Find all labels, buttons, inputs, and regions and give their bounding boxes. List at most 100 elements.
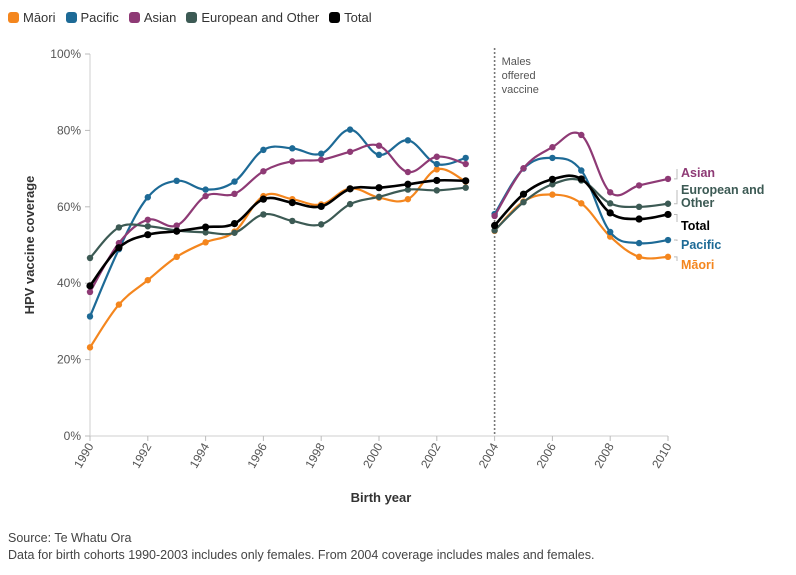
x-tick-label: 2006 xyxy=(534,440,560,470)
data-point-pacific xyxy=(144,194,151,201)
data-point-total xyxy=(548,175,557,183)
data-point-pacific xyxy=(318,150,325,157)
annotation-text: offered xyxy=(502,70,536,82)
data-point-total xyxy=(173,227,181,235)
data-point-pacific xyxy=(289,145,296,152)
data-point-asian xyxy=(260,168,267,175)
y-tick-label: 60% xyxy=(57,200,81,214)
annotation-text: Males xyxy=(502,56,532,68)
footnote-text: Data for birth cohorts 1990-2003 include… xyxy=(8,548,595,562)
data-point-asian xyxy=(318,156,325,164)
data-point-total xyxy=(288,198,296,207)
legend: Māori Pacific Asian European and Other Total xyxy=(8,10,372,25)
data-point-european-and-other xyxy=(433,187,440,194)
data-point-total xyxy=(635,215,643,223)
data-point-european-and-other xyxy=(404,186,412,193)
data-point-pacific xyxy=(462,154,469,162)
data-point-european-and-other xyxy=(549,181,556,188)
data-point-total xyxy=(86,282,94,290)
y-axis-title: HPV vaccine coverage xyxy=(22,176,37,315)
data-point-pacific xyxy=(549,154,556,162)
series-end-label-pacific: Pacific xyxy=(681,238,721,252)
label-leader-total xyxy=(674,213,678,222)
x-tick-label: 2000 xyxy=(360,440,386,470)
x-tick-label: 1998 xyxy=(302,440,328,470)
data-point-asian xyxy=(289,158,296,165)
data-point-european-and-other xyxy=(520,199,527,206)
data-point-asian xyxy=(635,182,643,189)
series-end-label-european-and-other: Other xyxy=(681,196,714,210)
label-leader-asian xyxy=(674,169,678,180)
data-point-european-and-other xyxy=(115,224,123,231)
label-leader-european-and-other xyxy=(674,190,678,205)
data-point-asian xyxy=(664,175,672,183)
x-tick-label: 2008 xyxy=(591,440,617,470)
data-point-total xyxy=(375,184,383,192)
legend-swatch xyxy=(186,12,198,23)
data-point-asian xyxy=(375,142,383,149)
data-point-maori xyxy=(549,191,556,198)
data-point-pacific xyxy=(404,137,412,144)
x-tick-label: 2010 xyxy=(649,440,675,470)
data-point-pacific xyxy=(173,177,180,185)
legend-label: Pacific xyxy=(80,10,119,25)
data-point-pacific xyxy=(231,178,238,185)
data-point-european-and-other xyxy=(86,254,94,262)
data-point-maori xyxy=(404,195,412,203)
series-end-label-european-and-other: European and xyxy=(681,183,764,197)
data-point-asian xyxy=(462,160,469,168)
data-point-maori xyxy=(173,253,180,261)
legend-item-total: Total xyxy=(329,10,372,25)
source-notes: Source: Te Whatu Ora Data for birth coho… xyxy=(8,530,594,564)
data-point-european-and-other xyxy=(635,203,643,210)
legend-item-maori: Māori xyxy=(8,10,56,25)
data-point-maori xyxy=(664,253,672,261)
y-tick-label: 80% xyxy=(57,123,81,137)
legend-label: Māori xyxy=(23,10,56,25)
legend-item-pacific: Pacific xyxy=(65,10,119,25)
data-point-european-and-other xyxy=(664,200,672,207)
data-point-maori xyxy=(202,239,209,246)
data-point-total xyxy=(144,231,152,239)
data-point-total xyxy=(317,202,325,211)
x-axis-title: Birth year xyxy=(351,490,412,505)
data-point-total xyxy=(577,175,585,183)
legend-label: Total xyxy=(344,10,372,25)
label-leader-maori xyxy=(674,256,678,261)
data-point-asian xyxy=(404,168,412,176)
data-point-european-and-other xyxy=(491,227,498,234)
data-point-asian xyxy=(578,131,585,139)
data-point-pacific xyxy=(635,239,643,247)
data-point-pacific xyxy=(202,186,209,193)
data-point-asian xyxy=(433,153,440,160)
data-point-asian xyxy=(549,144,556,151)
legend-swatch xyxy=(329,12,341,23)
data-point-european-and-other xyxy=(289,217,296,225)
data-point-european-and-other xyxy=(260,211,267,218)
data-point-pacific xyxy=(260,146,267,154)
data-point-european-and-other xyxy=(375,193,383,201)
series-end-label-total: Total xyxy=(681,219,710,233)
data-point-maori xyxy=(144,276,151,284)
data-point-asian xyxy=(346,148,354,155)
data-point-maori xyxy=(578,200,585,207)
data-point-maori xyxy=(433,166,440,173)
x-tick-label: 2002 xyxy=(418,440,444,470)
data-point-total xyxy=(433,176,441,185)
data-point-pacific xyxy=(86,313,94,320)
legend-swatch xyxy=(8,12,19,23)
data-point-total xyxy=(115,244,123,252)
data-point-total xyxy=(346,185,354,193)
legend-swatch xyxy=(65,12,77,23)
legend-item-european-and-other: European and Other xyxy=(186,10,319,25)
data-point-total xyxy=(404,180,412,188)
data-point-total xyxy=(519,190,528,198)
data-point-maori xyxy=(86,344,94,351)
x-tick-label: 1992 xyxy=(129,440,155,470)
line-chart: 0% 20% 40% 60% 80% 100% 1990 1992 1994 1996 1998 20… xyxy=(22,47,764,505)
data-point-asian xyxy=(491,212,498,220)
y-tick-label: 40% xyxy=(57,276,81,290)
data-point-total xyxy=(259,195,267,203)
data-point-european-and-other xyxy=(346,200,354,208)
annotation-text: vaccine xyxy=(502,84,539,96)
